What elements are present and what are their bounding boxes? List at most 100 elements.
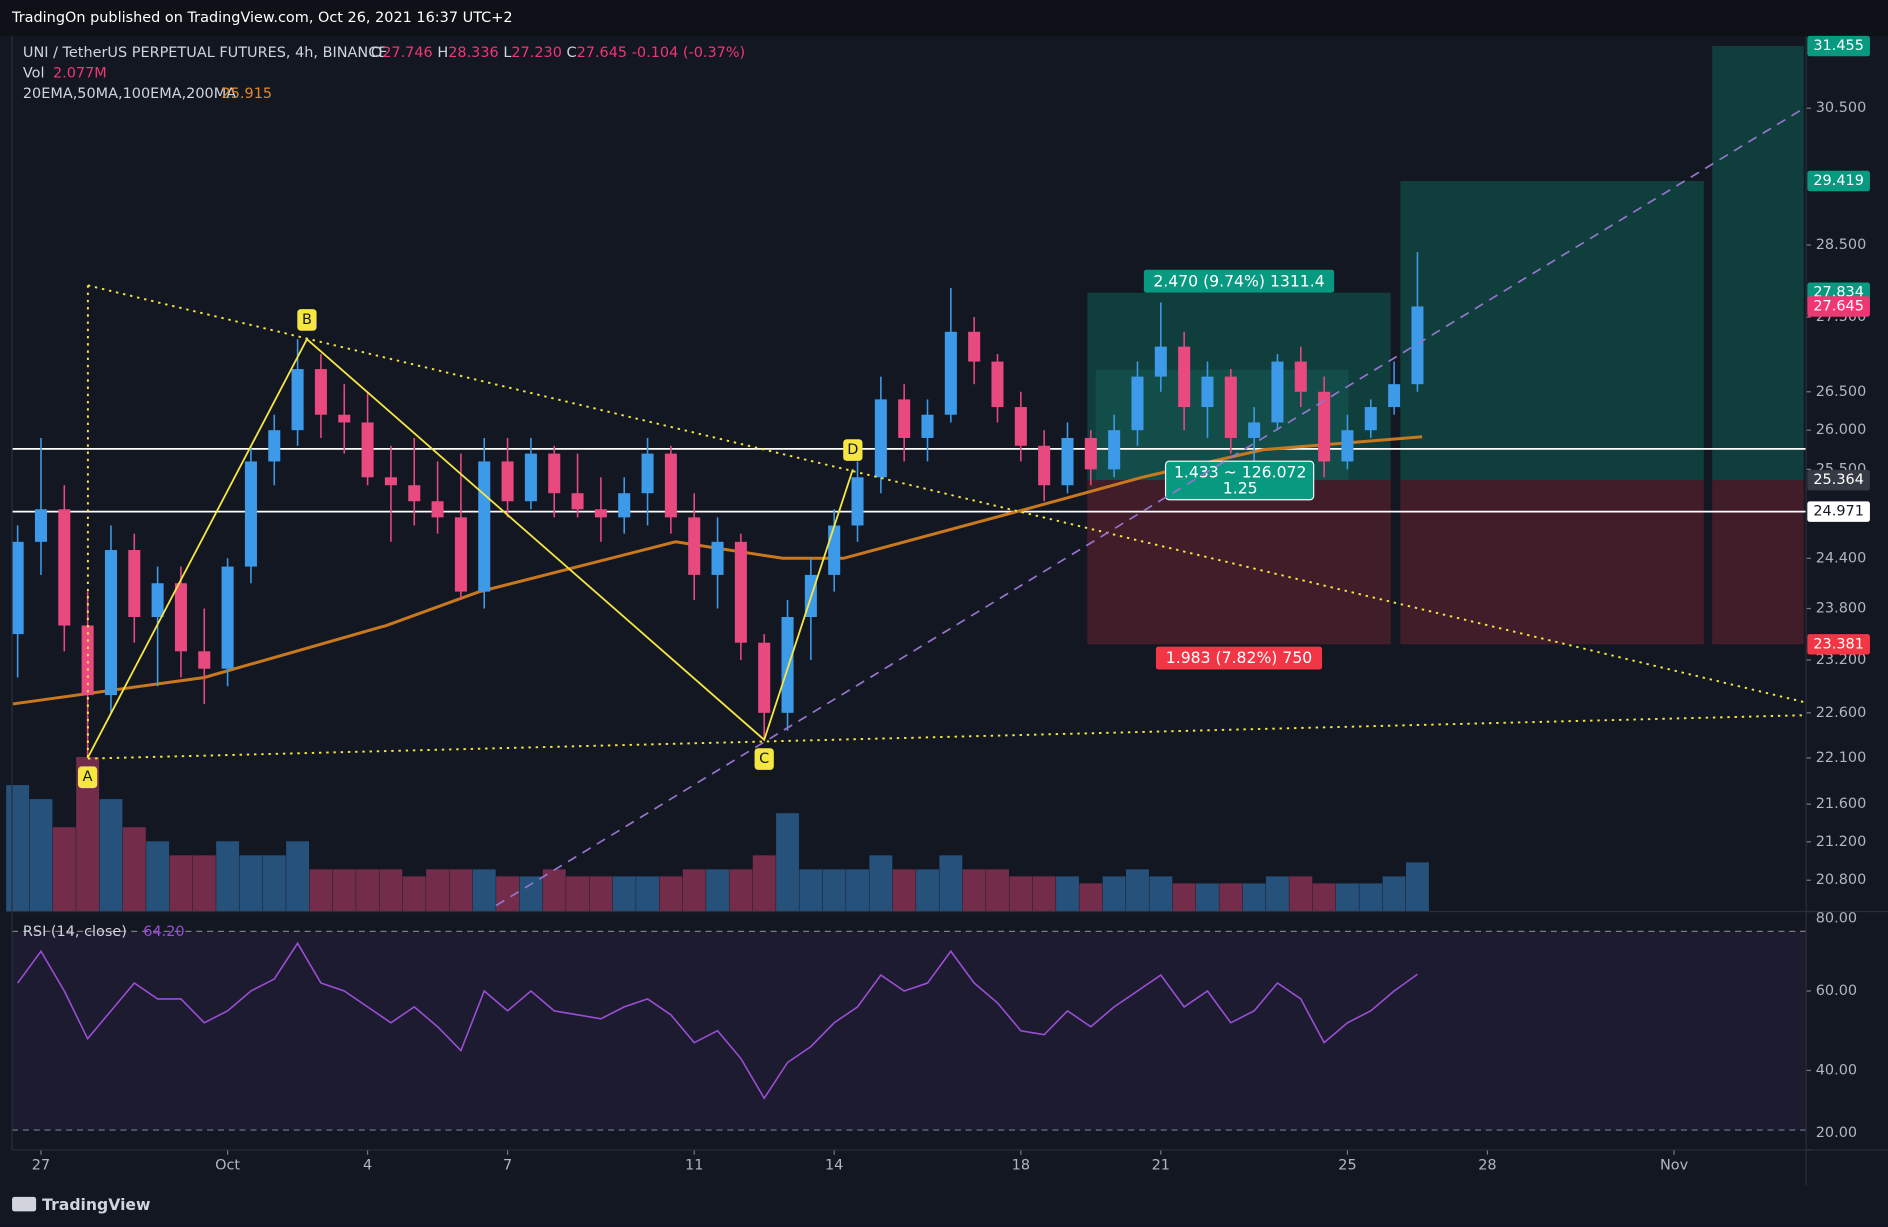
candle-body [1061,437,1074,486]
volume-bar [869,855,893,912]
volume-bar [729,869,753,912]
volume-bar [1196,883,1219,912]
y-tick-label: 23.800 [1816,601,1867,617]
price-badge [1807,469,1870,491]
x-tick-label: 4 [363,1158,372,1174]
volume-bar [776,813,799,912]
ohlc-value: 27.645 [577,45,628,61]
volume-bar [169,855,193,912]
price-badge-label: 24.971 [1813,504,1864,520]
volume-bar [402,876,426,912]
volume-bar [659,876,683,912]
pattern-label: B [302,312,312,328]
y-tick-label: 22.600 [1816,705,1867,721]
candle-body [221,566,234,669]
target-zone [1400,181,1704,481]
volume-bar [1312,883,1336,912]
change: -0.104 (-0.37%) [632,45,745,61]
candle-body [921,414,934,438]
candle-body [1178,346,1191,408]
volume-bar [519,876,543,912]
x-tick-label: Oct [215,1158,240,1174]
candle-body [128,550,141,617]
volume-bar [752,855,776,912]
candle-body [11,541,24,635]
pattern-badge [843,439,863,461]
price-badge [1807,296,1870,317]
volume-bar [1336,883,1359,912]
x-tick-label: 7 [503,1158,512,1174]
x-tick-label: Nov [1660,1158,1689,1174]
volume-bar [1172,883,1196,912]
y-tick-label: 23.200 [1816,652,1867,668]
candle-body [454,517,467,592]
rsi-tick-label: 80.00 [1816,911,1857,927]
target-zone [1712,46,1804,481]
price-badge [1807,634,1870,655]
x-tick-label: 18 [1012,1158,1030,1174]
rsi-band [12,931,1807,1131]
ohlc-key: C [567,45,577,61]
volume-bar [1359,883,1383,912]
volume-bar [962,869,986,912]
candle-body [571,493,584,510]
candle-body [501,461,514,502]
drawings [86,107,1805,907]
indicator-label: 20EMA,50MA,100EMA,200MA [23,86,236,102]
ohlc-key: O [371,45,382,61]
volume-bar [356,869,380,912]
volume-bar [916,869,939,912]
volume-bar [892,869,916,912]
y-tick-label: 26.500 [1816,384,1867,400]
volume-bar [309,869,333,912]
candle-body [991,361,1004,408]
volume-bar [542,869,566,912]
volume-bar [29,799,53,912]
volume-bar [1009,876,1033,912]
target-label-box [1143,269,1335,293]
ohlc-key: L [503,45,511,61]
volume-bar [216,841,240,912]
candle-body [1318,391,1331,462]
publisher: TradingOn published on TradingView.com, … [11,10,513,26]
price-badge-label: 25.364 [1813,472,1864,488]
volume-bar [76,756,100,912]
volume-bar [449,869,473,912]
volume-bar [1126,869,1149,912]
rsi-tick-label: 20.00 [1816,1125,1857,1141]
trend-line [87,284,1804,703]
pattern-label: C [759,751,769,767]
y-tick-label: 21.200 [1816,834,1867,850]
volume-bar [1406,862,1429,912]
candle-body [711,541,724,575]
volume-bar [589,876,613,912]
volume-bar [986,869,1009,912]
price-badge [1807,501,1870,522]
rsi-value: 64.20 [143,924,184,940]
rsi-tick-label: 40.00 [1816,1062,1857,1078]
candle-body [524,453,537,502]
volume-bar [612,876,636,912]
volume-bar [1382,876,1406,912]
logo-icon [12,1196,37,1212]
volume-bar [379,869,403,912]
ohlc: O27.746 H28.336 L27.230 C27.645 -0.104 (… [371,45,745,61]
candle-body [1271,361,1284,423]
candle-body [478,461,491,592]
volume-bar [1219,883,1243,912]
candle-body [618,493,631,518]
candle-body [1364,407,1377,431]
candle-body [641,453,654,494]
candle-body [758,642,771,713]
candle-body [81,625,94,696]
candle-body [1224,376,1237,438]
stop-zone [1400,480,1704,645]
candle-body [361,422,374,478]
info-box [1164,460,1315,501]
ohlc-value: 27.230 [511,45,562,61]
rsi-label: RSI (14, close) [23,924,127,940]
candle-body [1248,422,1261,438]
volume-bar [1242,883,1266,912]
stop-label-box [1155,646,1323,670]
price-badge-label: 27.645 [1813,298,1864,314]
